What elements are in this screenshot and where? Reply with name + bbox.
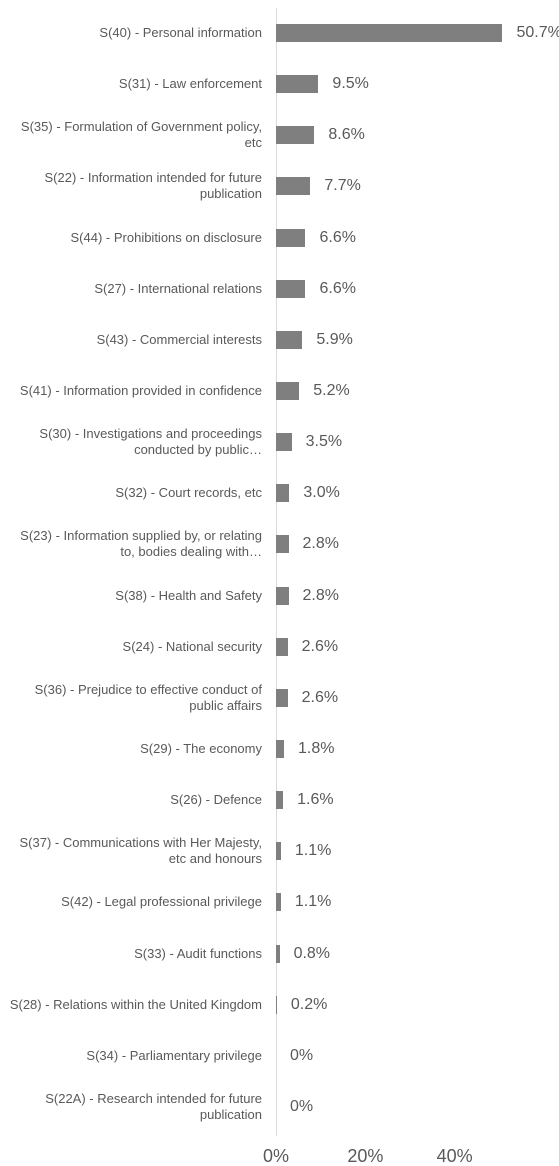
bar (276, 586, 289, 605)
category-label: S(44) - Prohibitions on disclosure (70, 229, 262, 245)
bar (276, 842, 281, 861)
category-label: S(23) - Information supplied by, or rela… (20, 528, 262, 560)
value-label: 0.2% (290, 995, 328, 1013)
value-label: 1.1% (294, 842, 332, 860)
value-label: 6.6% (319, 228, 356, 246)
category-label: S(35) - Formulation of Government policy… (20, 119, 262, 151)
category-label: S(28) - Relations within the United King… (9, 996, 262, 1012)
category-label: S(37) - Communications with Her Majesty,… (19, 835, 263, 867)
category-label: S(26) - Defence (170, 792, 262, 808)
x-tick-label: 40% (436, 1146, 473, 1166)
category-label: S(22A) - Research intended for future pu… (45, 1090, 262, 1122)
bar (276, 228, 306, 247)
category-label: S(43) - Commercial interests (96, 331, 262, 347)
category-label: S(36) - Prejudice to effective conduct o… (34, 681, 262, 713)
value-label: 5.2% (313, 381, 350, 399)
bar (276, 433, 292, 452)
value-label: 7.7% (324, 177, 361, 195)
category-label: S(41) - Information provided in confiden… (19, 382, 262, 398)
value-label: 1.6% (297, 791, 334, 809)
bar (276, 791, 284, 810)
bar (276, 637, 288, 656)
bar (276, 177, 311, 196)
value-label: 0.8% (293, 944, 331, 962)
category-label: S(33) - Audit functions (134, 945, 262, 961)
bar (276, 688, 288, 707)
value-label: 0% (290, 1046, 314, 1064)
bar (276, 330, 303, 349)
axis-line (276, 8, 277, 1136)
category-label: S(24) - National security (122, 638, 262, 654)
value-label: 50.7% (516, 24, 559, 41)
bar (276, 24, 503, 42)
value-label: 1.8% (298, 739, 335, 757)
value-label: 5.9% (316, 330, 353, 348)
category-label: S(42) - Legal professional privilege (61, 894, 262, 910)
value-label: 2.6% (301, 637, 339, 655)
value-label: 3.5% (305, 433, 343, 451)
value-label: 2.8% (302, 586, 339, 604)
bar (276, 484, 290, 503)
category-label: S(30) - Investigations and proceedings c… (39, 426, 262, 458)
category-label: S(34) - Parliamentary privilege (86, 1047, 262, 1063)
value-label: 9.5% (332, 75, 369, 93)
bar (276, 381, 300, 400)
category-label: S(40) - Personal information (99, 25, 262, 40)
category-label: S(38) - Health and Safety (115, 587, 262, 603)
value-label: 6.6% (319, 279, 356, 297)
x-tick-label: 0% (262, 1146, 290, 1166)
value-label: 8.6% (328, 126, 365, 144)
category-label: S(32) - Court records, etc (115, 485, 262, 501)
category-label: S(31) - Law enforcement (118, 76, 262, 92)
value-label: 0% (290, 1097, 314, 1115)
bar (276, 75, 319, 94)
bar (276, 893, 281, 912)
bar (276, 944, 280, 963)
value-label: 3.0% (303, 484, 340, 502)
bar (276, 279, 306, 298)
value-label: 1.1% (294, 893, 332, 911)
value-label: 2.8% (302, 535, 339, 553)
bar (276, 535, 289, 554)
bar (276, 739, 285, 758)
value-label: 2.6% (301, 688, 339, 706)
category-label: S(29) - The economy (140, 740, 262, 756)
x-tick-label: 20% (347, 1146, 384, 1166)
bar (276, 995, 277, 1014)
category-label: S(22) - Information intended for future … (44, 170, 262, 202)
category-label: S(27) - International relations (94, 280, 262, 296)
bar (276, 126, 315, 145)
